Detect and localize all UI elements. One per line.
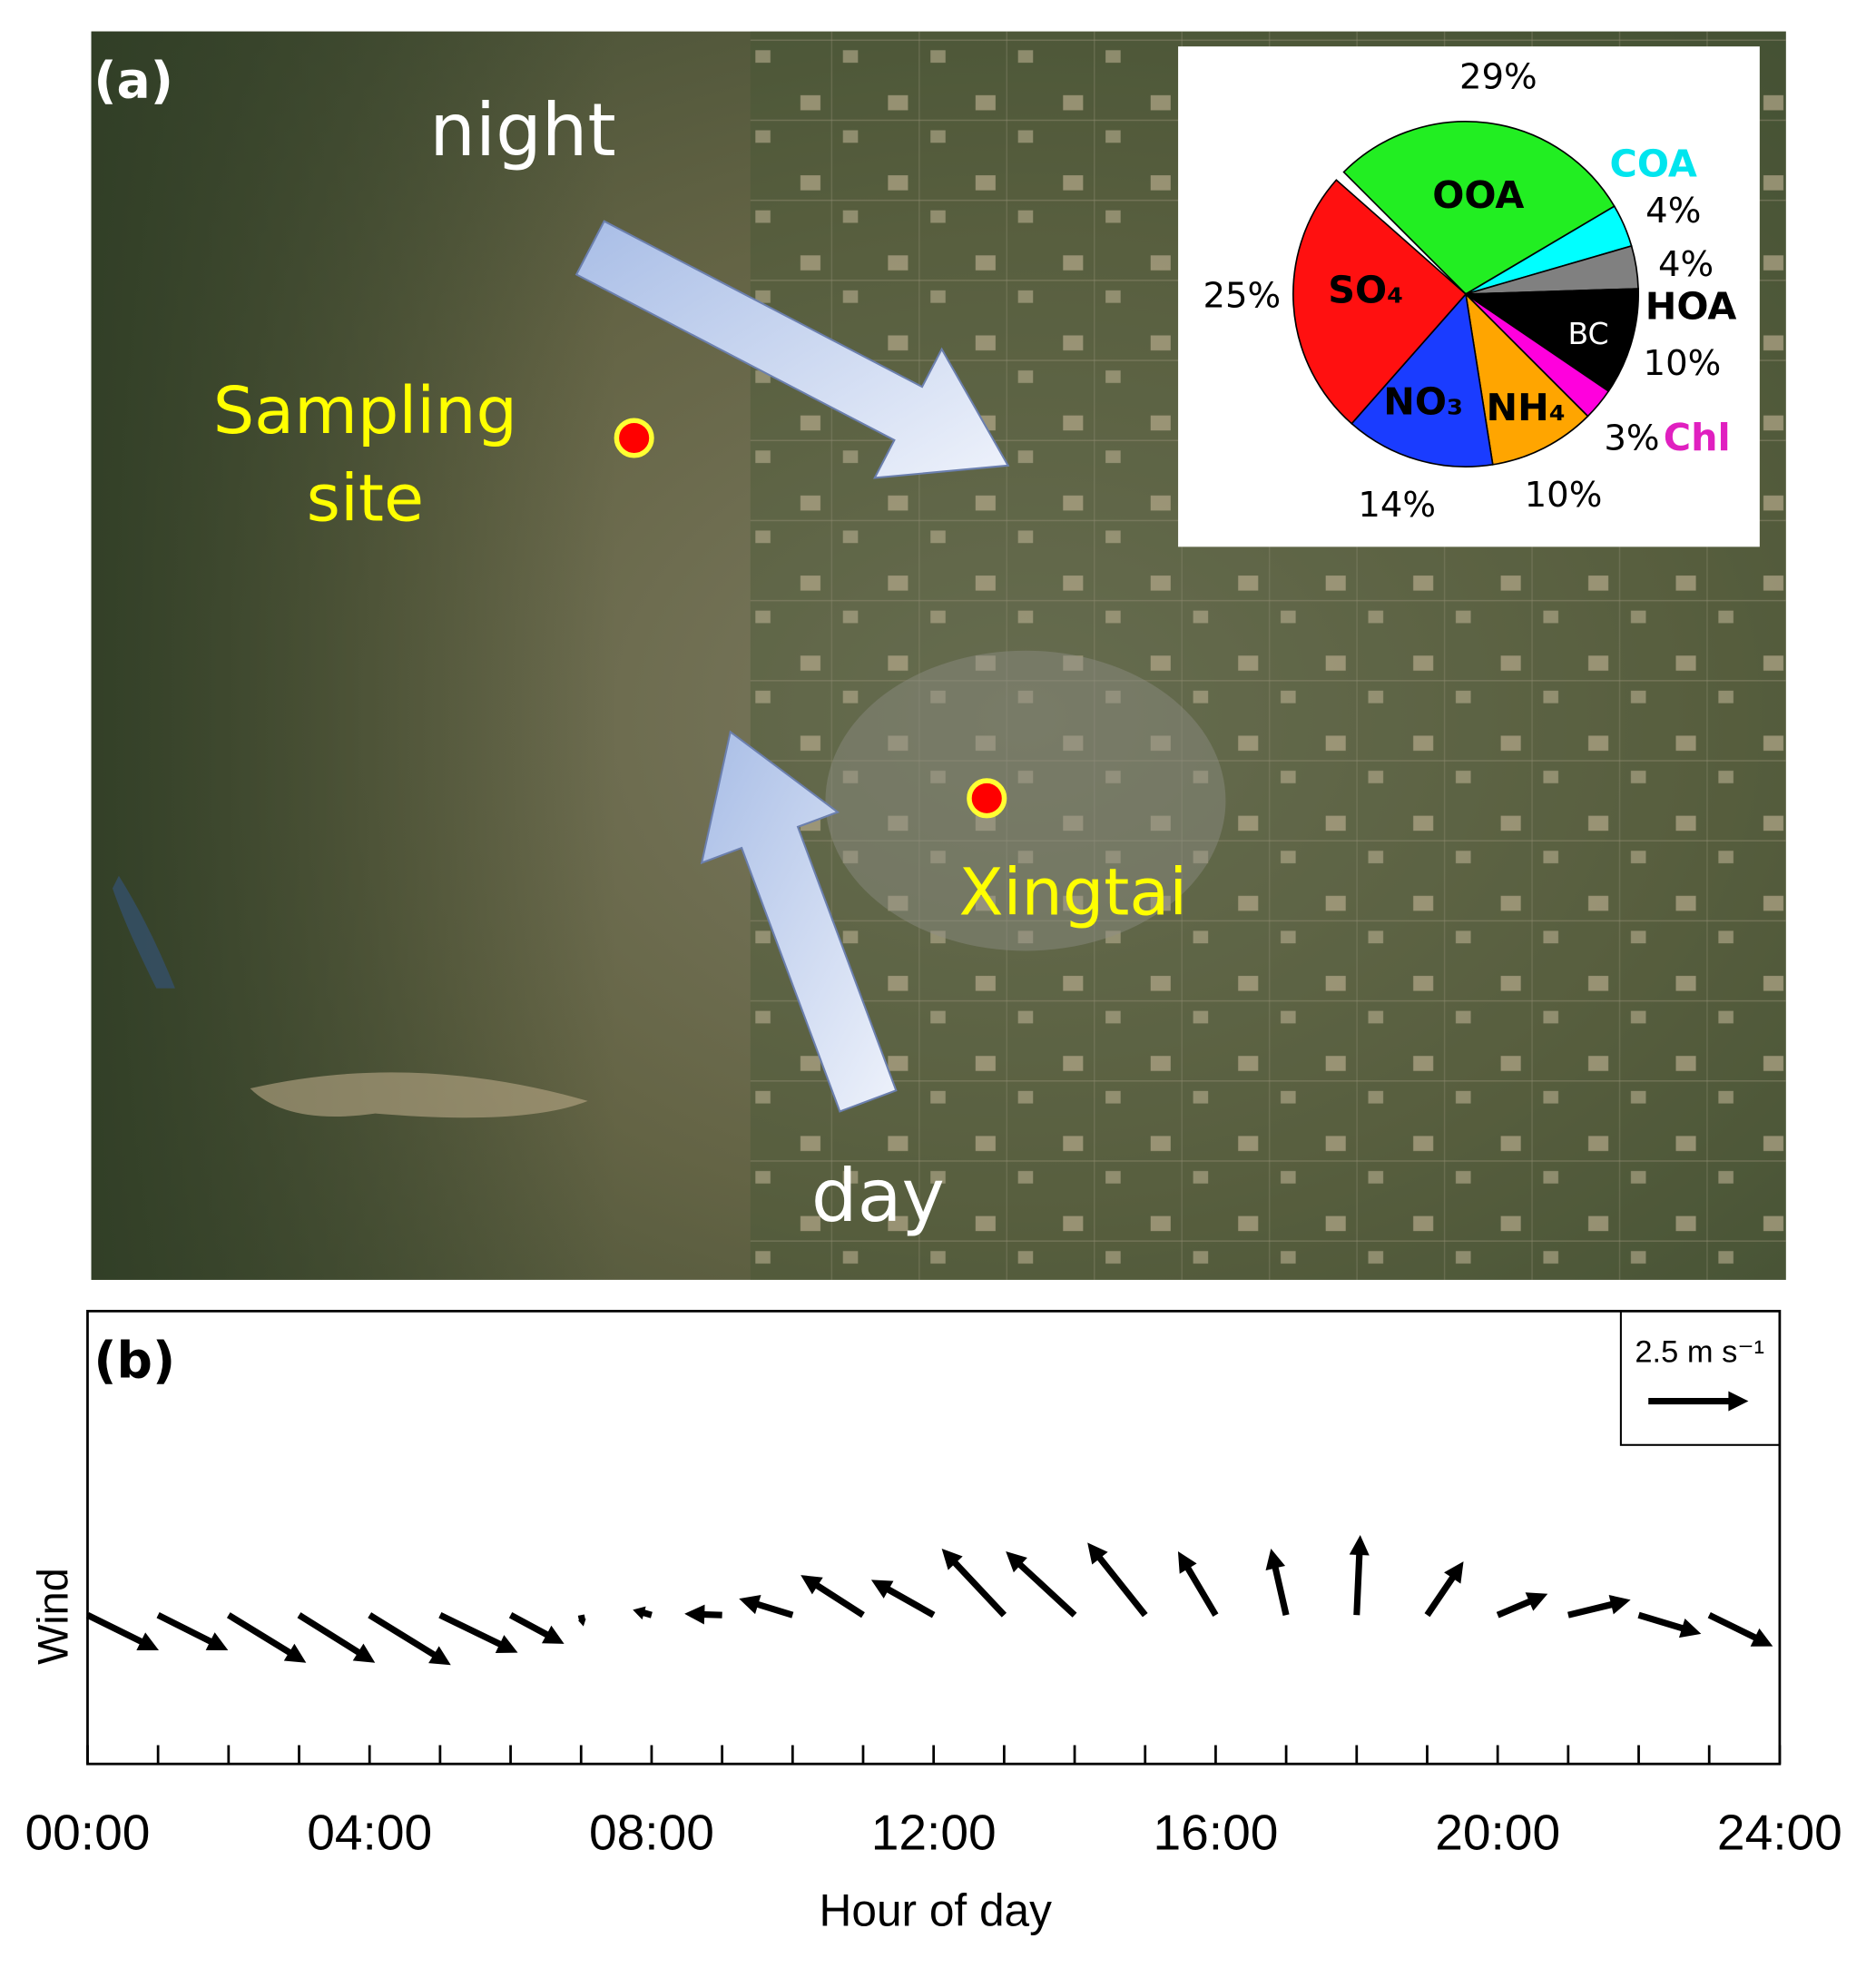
percent-label: 14% — [1358, 485, 1436, 526]
wind-arrow — [577, 1614, 586, 1627]
x-axis-label: Hour of day — [820, 1885, 1053, 1936]
city-label: Xingtai — [958, 854, 1187, 930]
percent-label: 10% — [1525, 475, 1603, 516]
slice-label: Chl — [1664, 416, 1731, 459]
wind-arrow — [1087, 1542, 1148, 1618]
wind-arrow — [1496, 1592, 1548, 1619]
pie-slice — [1292, 179, 1468, 425]
wind-arrow — [870, 1579, 936, 1619]
percent-label: 4% — [1658, 244, 1714, 285]
percent-label: 25% — [1203, 276, 1281, 317]
mountains — [91, 31, 617, 1280]
percent-label: 4% — [1645, 191, 1701, 231]
wind-arrow — [1567, 1595, 1631, 1619]
x-tick-label: 08:00 — [589, 1805, 714, 1861]
y-axis-label: Wind — [29, 1568, 76, 1665]
wind-arrow — [1349, 1534, 1370, 1616]
x-tick-label: 04:00 — [307, 1805, 432, 1861]
wind-arrow — [684, 1604, 722, 1625]
wind-arrow — [508, 1612, 565, 1644]
pie-slice — [1351, 292, 1494, 467]
wind-arrow — [800, 1575, 865, 1619]
reference-arrow — [1648, 1391, 1749, 1412]
map-annotations: (a) night day Sampling site Xingtai — [93, 52, 1187, 1238]
city-marker — [967, 778, 1007, 819]
riverbed — [250, 1072, 588, 1118]
wind-arrow — [1265, 1549, 1290, 1617]
x-tick-label: 12:00 — [871, 1805, 997, 1861]
city-area — [825, 650, 1226, 951]
wind-arrow — [1424, 1561, 1464, 1618]
slice-label: NO₃ — [1383, 379, 1463, 423]
percent-label: 10% — [1644, 343, 1722, 384]
wind-chart: 00:00 04:00 08:00 12:00 16:00 20:00 24:00 2.5 m… — [25, 1331, 1842, 1935]
x-tick-label: 00:00 — [25, 1805, 150, 1861]
pie-chart: OOA29%COA4%HOA4%BC10%Chl3%NH₄10%NO₃14%SO… — [1203, 57, 1736, 526]
wind-arrow — [368, 1612, 451, 1666]
wind-arrow — [739, 1595, 794, 1619]
wind-arrow — [297, 1612, 376, 1663]
panel-label: (a) — [93, 52, 173, 110]
wind-arrow — [1637, 1611, 1702, 1638]
wind-arrow — [85, 1612, 160, 1651]
reservoir — [113, 875, 175, 989]
night-arrow — [575, 220, 1010, 479]
wind-arrow — [438, 1612, 518, 1653]
wind-arrow — [941, 1549, 1007, 1618]
slice-label: HOA — [1645, 285, 1737, 329]
reference-box — [1619, 1310, 1781, 1446]
x-tick-label: 16:00 — [1153, 1805, 1278, 1861]
x-tick-label: 24:00 — [1717, 1805, 1842, 1861]
wind-arrow — [226, 1612, 307, 1663]
site-label: Sampling — [213, 372, 517, 448]
pie-slice — [1464, 291, 1589, 466]
wind-arrow — [1006, 1551, 1077, 1618]
site-label: site — [307, 460, 424, 536]
panel-label: (b) — [93, 1331, 175, 1389]
reference-label: 2.5 m s⁻¹ — [1635, 1334, 1764, 1369]
wind-arrow — [633, 1606, 653, 1620]
slice-label: COA — [1610, 142, 1697, 185]
x-tick-label: 20:00 — [1435, 1805, 1560, 1861]
day-label: day — [811, 1154, 945, 1238]
slice-label: BC — [1567, 316, 1608, 351]
slice-label: OOA — [1432, 173, 1524, 217]
plot-frame — [86, 1309, 1782, 1766]
sampling-site-marker — [614, 418, 654, 458]
wind-arrow — [1177, 1551, 1219, 1617]
wind-arrow — [1707, 1612, 1773, 1647]
pie-slice — [1342, 121, 1616, 296]
percent-label: 3% — [1604, 418, 1659, 459]
slice-label: SO₄ — [1328, 269, 1403, 312]
pie-slice — [1463, 288, 1639, 393]
night-label: night — [429, 88, 616, 172]
slice-label: NH₄ — [1487, 386, 1566, 429]
wind-arrow — [156, 1612, 229, 1651]
day-arrow — [700, 730, 898, 1113]
percent-label: 29% — [1459, 57, 1537, 98]
